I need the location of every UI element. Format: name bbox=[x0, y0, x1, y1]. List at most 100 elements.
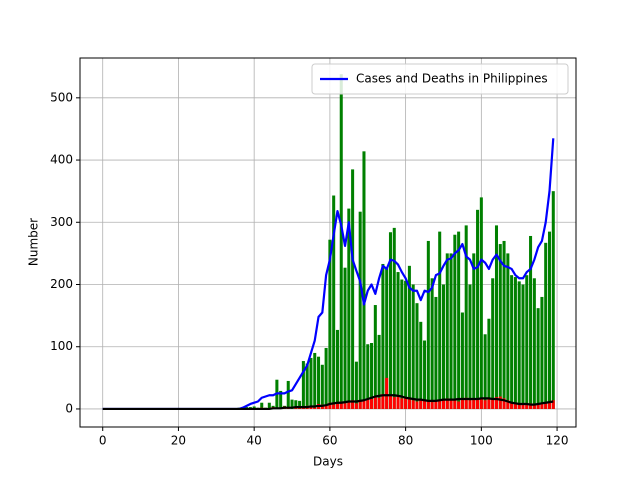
bar bbox=[332, 195, 336, 409]
bar bbox=[404, 280, 408, 409]
bar bbox=[521, 284, 525, 409]
bar bbox=[396, 272, 400, 409]
y-tick-label: 100 bbox=[50, 339, 73, 353]
y-tick-label: 0 bbox=[65, 401, 73, 415]
bar bbox=[370, 398, 374, 409]
bar bbox=[381, 263, 385, 409]
bar bbox=[483, 400, 487, 409]
bar bbox=[464, 397, 468, 409]
x-tick-label: 80 bbox=[398, 434, 413, 448]
bar bbox=[396, 395, 400, 409]
bar bbox=[434, 296, 438, 409]
bar bbox=[517, 403, 521, 409]
bar bbox=[468, 284, 472, 409]
bar bbox=[366, 399, 370, 409]
bar bbox=[332, 404, 336, 409]
bar bbox=[351, 169, 355, 409]
bar bbox=[547, 401, 552, 409]
bar bbox=[536, 308, 540, 409]
bar bbox=[513, 277, 517, 409]
bar bbox=[506, 400, 510, 409]
bar bbox=[494, 225, 499, 409]
bar bbox=[298, 400, 302, 409]
bar bbox=[347, 208, 351, 409]
bar bbox=[335, 329, 339, 409]
bar bbox=[502, 240, 506, 409]
bar bbox=[400, 279, 404, 409]
bar bbox=[419, 321, 423, 409]
bar bbox=[335, 403, 339, 409]
bar bbox=[445, 398, 449, 409]
bar bbox=[457, 401, 461, 409]
bar bbox=[476, 398, 480, 409]
x-tick-label: 20 bbox=[171, 434, 186, 448]
bar bbox=[438, 231, 442, 409]
bar bbox=[373, 305, 377, 409]
bar bbox=[286, 380, 290, 409]
legend-box bbox=[311, 63, 569, 95]
bar bbox=[309, 407, 313, 409]
bar bbox=[540, 402, 544, 409]
bar bbox=[404, 397, 408, 409]
x-tick-label: 120 bbox=[546, 434, 569, 448]
bar bbox=[373, 396, 377, 409]
bar bbox=[392, 227, 396, 409]
bar bbox=[366, 344, 370, 409]
bar bbox=[479, 197, 483, 409]
bar bbox=[362, 151, 366, 409]
x-tick-label: 100 bbox=[470, 434, 493, 448]
bar bbox=[294, 407, 298, 409]
bar bbox=[358, 401, 362, 409]
bar bbox=[544, 402, 548, 409]
bar bbox=[468, 400, 472, 409]
bar bbox=[457, 231, 461, 409]
bar bbox=[479, 397, 483, 409]
bar bbox=[506, 253, 510, 409]
bar bbox=[441, 284, 445, 409]
bar bbox=[525, 403, 529, 409]
bar bbox=[540, 296, 544, 409]
bar bbox=[339, 74, 343, 409]
bar bbox=[392, 397, 396, 409]
bar bbox=[472, 253, 476, 409]
bar bbox=[385, 377, 389, 409]
bar bbox=[419, 400, 423, 409]
bar bbox=[460, 398, 464, 409]
bar bbox=[453, 399, 457, 409]
x-tick-label: 40 bbox=[247, 434, 262, 448]
bar bbox=[536, 404, 540, 409]
x-axis-label: Days bbox=[313, 455, 343, 469]
bar bbox=[381, 394, 385, 409]
bar bbox=[305, 363, 309, 409]
bar bbox=[529, 403, 533, 409]
bar bbox=[400, 398, 404, 409]
bar bbox=[377, 334, 381, 409]
bar bbox=[449, 253, 453, 409]
y-tick-label: 200 bbox=[50, 277, 73, 291]
bar bbox=[313, 352, 317, 409]
bar bbox=[460, 312, 464, 409]
bar bbox=[354, 403, 358, 409]
bar bbox=[294, 400, 298, 409]
bar bbox=[324, 405, 328, 409]
bar bbox=[407, 398, 411, 409]
bar bbox=[354, 361, 358, 409]
bar bbox=[377, 397, 381, 409]
bar bbox=[252, 406, 256, 409]
x-tick-label: 0 bbox=[99, 434, 107, 448]
bar bbox=[423, 340, 427, 409]
bar bbox=[491, 278, 495, 409]
bar bbox=[525, 275, 529, 409]
bar bbox=[385, 267, 389, 409]
bar bbox=[415, 303, 419, 409]
x-tick-label: 60 bbox=[322, 434, 337, 448]
y-axis-label: Number bbox=[27, 218, 41, 266]
bar bbox=[476, 209, 480, 409]
bar bbox=[430, 402, 434, 409]
y-tick-label: 500 bbox=[50, 90, 73, 104]
bar bbox=[388, 395, 392, 409]
bar bbox=[411, 400, 415, 409]
bar bbox=[532, 278, 536, 409]
y-tick-label: 300 bbox=[50, 215, 73, 229]
